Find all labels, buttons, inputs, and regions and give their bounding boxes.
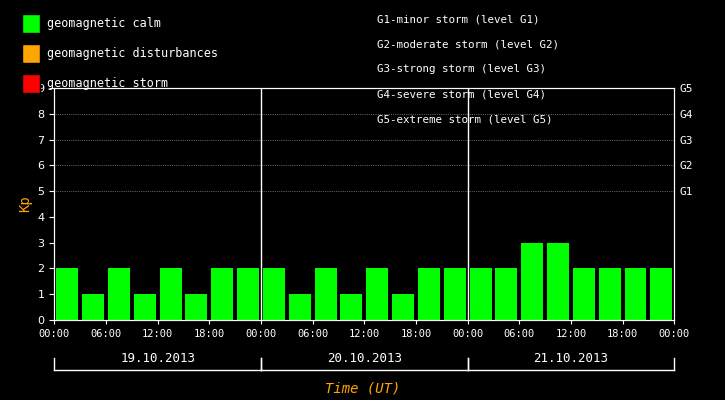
Bar: [624, 268, 647, 320]
Bar: [521, 243, 543, 320]
Y-axis label: Kp: Kp: [18, 196, 32, 212]
Text: G5-extreme storm (level G5): G5-extreme storm (level G5): [377, 115, 552, 125]
Bar: [599, 268, 621, 320]
Bar: [57, 268, 78, 320]
Bar: [444, 268, 465, 320]
Bar: [547, 243, 569, 320]
Bar: [650, 268, 672, 320]
Bar: [495, 268, 518, 320]
Bar: [315, 268, 336, 320]
Bar: [134, 294, 156, 320]
Text: Time (UT): Time (UT): [325, 382, 400, 396]
Bar: [470, 268, 492, 320]
Bar: [186, 294, 207, 320]
Bar: [289, 294, 311, 320]
Bar: [573, 268, 594, 320]
Bar: [341, 294, 362, 320]
Bar: [392, 294, 414, 320]
Text: G4-severe storm (level G4): G4-severe storm (level G4): [377, 90, 546, 100]
Text: geomagnetic calm: geomagnetic calm: [47, 17, 161, 30]
Bar: [160, 268, 181, 320]
Bar: [108, 268, 130, 320]
Text: geomagnetic disturbances: geomagnetic disturbances: [47, 47, 218, 60]
Text: G2-moderate storm (level G2): G2-moderate storm (level G2): [377, 39, 559, 49]
Text: 19.10.2013: 19.10.2013: [120, 352, 195, 365]
Text: 21.10.2013: 21.10.2013: [534, 352, 608, 365]
Bar: [418, 268, 440, 320]
Bar: [211, 268, 233, 320]
Bar: [82, 294, 104, 320]
Text: G3-strong storm (level G3): G3-strong storm (level G3): [377, 64, 546, 74]
Bar: [237, 268, 259, 320]
Bar: [366, 268, 388, 320]
Bar: [263, 268, 285, 320]
Text: geomagnetic storm: geomagnetic storm: [47, 77, 168, 90]
Text: G1-minor storm (level G1): G1-minor storm (level G1): [377, 14, 539, 24]
Text: 20.10.2013: 20.10.2013: [327, 352, 402, 365]
